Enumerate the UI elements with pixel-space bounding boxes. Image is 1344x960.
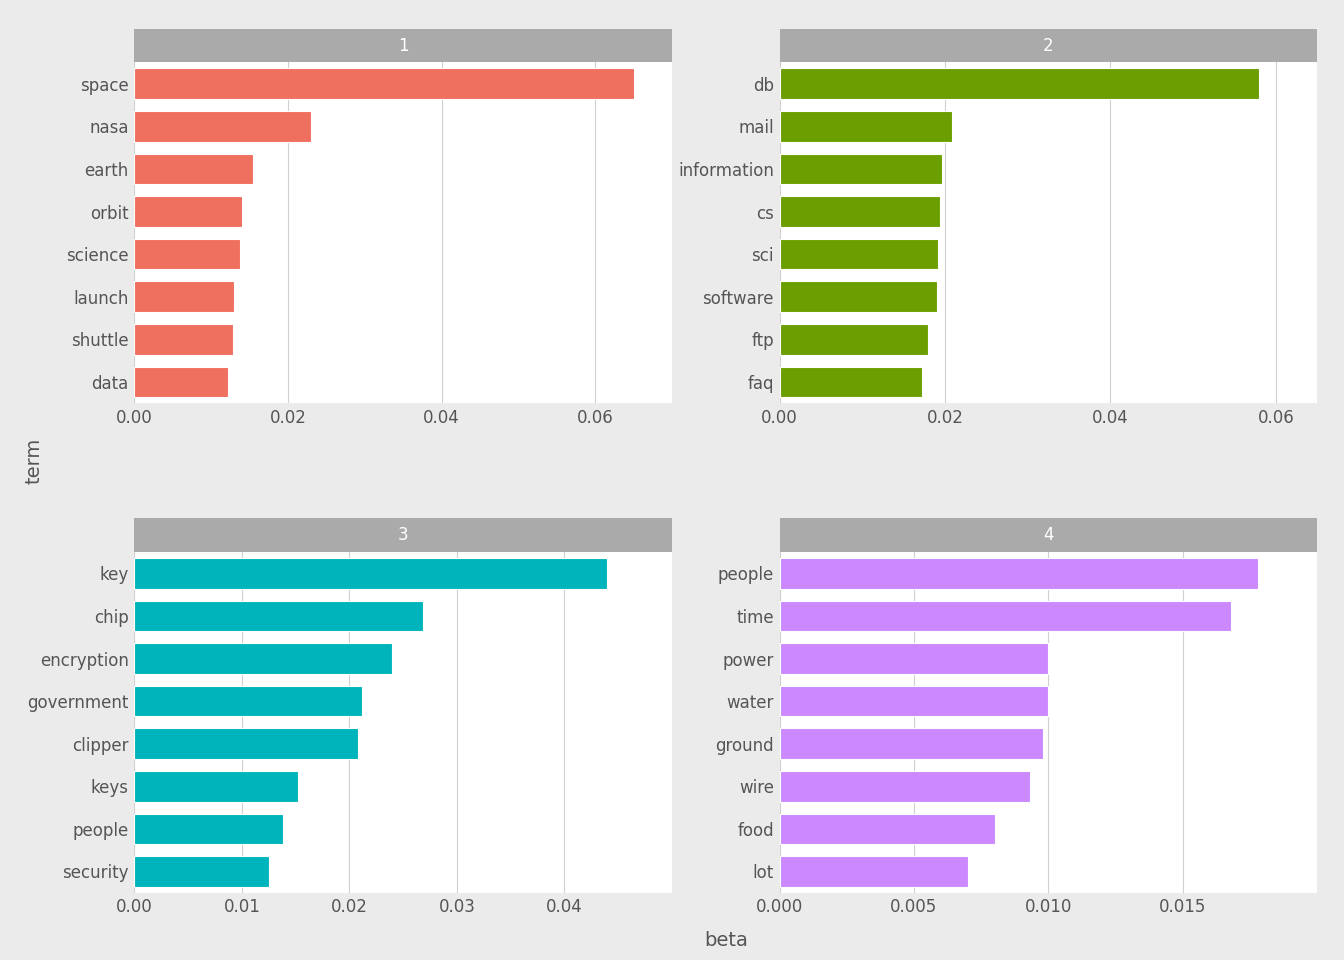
Bar xyxy=(780,111,952,142)
Bar xyxy=(134,558,607,588)
Bar xyxy=(134,68,633,99)
Bar xyxy=(780,154,942,184)
Bar xyxy=(780,643,1048,674)
Bar xyxy=(134,813,282,844)
Bar xyxy=(134,324,233,354)
Bar xyxy=(780,558,1258,588)
Bar xyxy=(134,601,422,632)
Bar xyxy=(780,239,938,270)
Bar xyxy=(134,729,358,759)
Bar xyxy=(780,324,929,354)
Text: beta: beta xyxy=(704,931,747,950)
Bar xyxy=(780,281,937,312)
Bar xyxy=(780,813,995,844)
Bar xyxy=(134,685,363,716)
Bar xyxy=(134,771,298,802)
Bar xyxy=(134,643,392,674)
Text: 2: 2 xyxy=(1043,36,1054,55)
Bar xyxy=(780,729,1043,759)
Bar xyxy=(780,856,968,887)
Bar xyxy=(780,601,1231,632)
Bar xyxy=(134,196,242,227)
Bar xyxy=(780,685,1048,716)
Text: 1: 1 xyxy=(398,36,409,55)
Bar xyxy=(780,196,939,227)
Bar xyxy=(134,111,310,142)
Bar xyxy=(780,367,922,397)
Bar xyxy=(134,239,241,270)
Text: 3: 3 xyxy=(398,526,409,544)
Bar xyxy=(134,367,228,397)
Bar xyxy=(134,154,254,184)
Text: 4: 4 xyxy=(1043,526,1054,544)
Bar xyxy=(134,281,234,312)
Bar xyxy=(780,68,1259,99)
Bar xyxy=(780,771,1030,802)
Bar xyxy=(134,856,269,887)
Text: term: term xyxy=(24,438,43,484)
